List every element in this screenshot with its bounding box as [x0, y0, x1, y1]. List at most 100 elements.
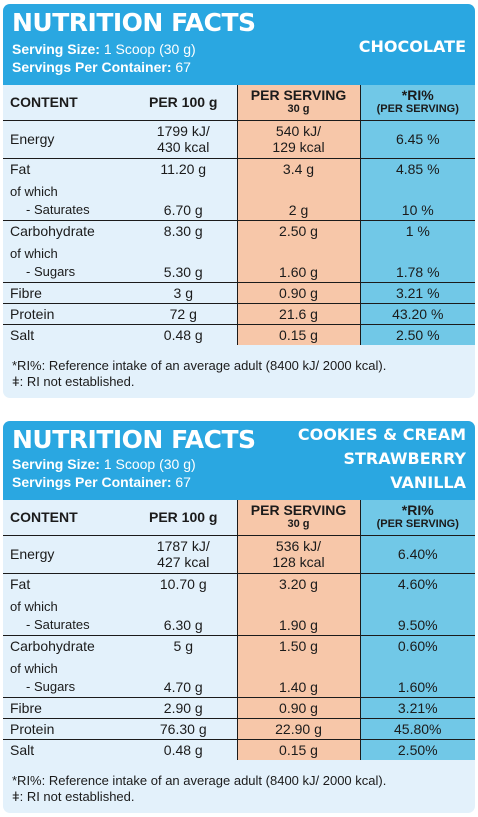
row-label: Fibre	[3, 281, 130, 303]
header-per-serving-sub: 30 g	[287, 518, 310, 531]
cell-per100: 1787 kJ/ 427 kcal	[130, 534, 237, 573]
of-which-label: of which	[10, 184, 58, 199]
cell-per100: 0.48 g	[130, 738, 237, 760]
flavor-name: VANILLA	[390, 473, 466, 492]
cell-ri: 45.80%	[360, 717, 475, 739]
cell-per100: 5.30 g	[163, 263, 203, 280]
cell-per-serving: 22.90 g	[236, 717, 361, 739]
energy-kcal: 128 kcal	[272, 554, 325, 570]
row-label: Energy	[3, 534, 130, 573]
row-label: - Sugars	[3, 262, 130, 282]
cell-ri: 4.60%	[360, 572, 475, 594]
serving-size-label: Serving Size:	[12, 41, 100, 57]
cell-per-serving: 3.20 g	[236, 572, 361, 594]
cell-per-serving: 1.40 g	[236, 677, 361, 697]
table-row-saturates: - Saturates 6.70 g 2 g 10 %	[3, 200, 475, 220]
header-ri: *RI% (PER SERVING)	[360, 85, 475, 120]
cell-ri: 10 %	[360, 200, 475, 220]
cell-ri: 1.78 %	[360, 262, 475, 282]
header-ri: *RI% (PER SERVING)	[360, 500, 475, 535]
nutrition-panel-cookies-strawberry-vanilla: NUTRITION FACTS Serving Size: 1 Scoop (3…	[3, 421, 475, 813]
servings-value: 67	[175, 474, 191, 490]
table-row-saturates: - Saturates 6.30 g 1.90 g 9.50%	[3, 615, 475, 635]
cell-per-serving: 1.90 g	[236, 615, 361, 635]
energy-kcal: 430 kcal	[157, 139, 210, 155]
cell-per-serving: 21.6 g	[236, 302, 361, 324]
flavor-list: COOKIES & CREAM STRAWBERRY VANILLA	[298, 423, 466, 495]
cell-per100: 4.70 g	[163, 678, 203, 695]
servings-per-container: Servings Per Container: 67	[12, 474, 191, 491]
header-ri-label: *RI%	[401, 502, 434, 519]
row-label: Carbohydrate	[3, 219, 130, 241]
table-row-fat: Fat 11.20 g 3.4 g 4.85 %	[3, 157, 475, 179]
nutrition-table: CONTENT PER 100 g PER SERVING 30 g *RI% …	[3, 85, 475, 345]
row-label: Salt	[3, 323, 130, 345]
serving-size: Serving Size: 1 Scoop (30 g)	[12, 456, 196, 473]
footnote-ri: *RI%: Reference intake of an average adu…	[12, 358, 387, 373]
serving-size-value: 1 Scoop (30 g)	[103, 456, 196, 472]
nutrition-facts-title: NUTRITION FACTS	[12, 425, 256, 454]
header-content: CONTENT	[10, 94, 78, 111]
flavor-name: COOKIES & CREAM	[297, 425, 466, 444]
header-per100: PER 100 g	[149, 509, 218, 526]
cell-ri: 3.21 %	[360, 281, 475, 303]
row-label: - Saturates	[3, 615, 130, 635]
footnote-ri: *RI%: Reference intake of an average adu…	[12, 773, 387, 788]
table-header-row: CONTENT PER 100 g PER SERVING 30 g *RI% …	[3, 500, 475, 535]
table-row-fibre: Fibre 2.90 g 0.90 g 3.21%	[3, 696, 475, 718]
cell-per-serving: 0.90 g	[236, 281, 361, 303]
of-which-label: of which	[10, 599, 58, 614]
table-row-energy: Energy 1799 kJ/ 430 kcal 540 kJ/ 129 kca…	[3, 119, 475, 158]
servings-label: Servings Per Container:	[12, 59, 172, 75]
header-per-serving-sub: 30 g	[287, 103, 310, 116]
cell-per100: 72 g	[130, 302, 237, 324]
energy-kcal: 129 kcal	[272, 139, 325, 155]
cell-per100: 6.70 g	[163, 201, 203, 218]
energy-kj: 536 kJ/	[275, 538, 322, 554]
cell-ri: 6.40%	[360, 534, 475, 573]
table-row-carbohydrate: Carbohydrate 8.30 g 2.50 g 1 %	[3, 219, 475, 241]
serving-size-label: Serving Size:	[12, 456, 100, 472]
saturates-label: - Saturates	[26, 616, 90, 632]
table-row-protein: Protein 72 g 21.6 g 43.20 %	[3, 302, 475, 324]
header-per-serving: PER SERVING 30 g	[236, 500, 361, 535]
cell-per100: 0.48 g	[130, 323, 237, 345]
energy-kj: 1799 kJ/	[156, 123, 210, 139]
row-label: Fat	[3, 157, 130, 179]
table-row-protein: Protein 76.30 g 22.90 g 45.80%	[3, 717, 475, 739]
servings-value: 67	[175, 59, 191, 75]
saturates-label: - Saturates	[26, 201, 90, 217]
of-which-label: of which	[10, 246, 58, 261]
flavor-name: STRAWBERRY	[343, 449, 466, 468]
header-per100: PER 100 g	[149, 94, 218, 111]
servings-label: Servings Per Container:	[12, 474, 172, 490]
row-label: - Saturates	[3, 200, 130, 220]
energy-kj: 1787 kJ/	[156, 538, 210, 554]
panel-header: NUTRITION FACTS Serving Size: 1 Scoop (3…	[3, 4, 475, 85]
nutrition-facts-title: NUTRITION FACTS	[12, 8, 256, 37]
table-row-carbohydrate: Carbohydrate 5 g 1.50 g 0.60%	[3, 634, 475, 656]
table-row-fat: Fat 10.70 g 3.20 g 4.60%	[3, 572, 475, 594]
of-which-label: of which	[10, 661, 58, 676]
cell-per-serving: 1.60 g	[236, 262, 361, 282]
cell-per-serving: 536 kJ/ 128 kcal	[236, 534, 361, 573]
row-label: Energy	[3, 119, 130, 158]
flavor-list: CHOCOLATE	[359, 37, 466, 57]
footnote-not-established: ǂ: RI not established.	[12, 374, 135, 389]
sugars-label: - Sugars	[26, 678, 76, 694]
cell-per100: 1799 kJ/ 430 kcal	[130, 119, 237, 158]
cell-ri: 6.45 %	[360, 119, 475, 158]
sugars-label: - Sugars	[26, 263, 76, 279]
nutrition-panel-chocolate: NUTRITION FACTS Serving Size: 1 Scoop (3…	[3, 4, 475, 398]
row-label: Protein	[3, 717, 130, 739]
cell-per-serving: 1.50 g	[236, 634, 361, 656]
header-ri-label: *RI%	[401, 87, 434, 104]
table-row-of-which: of which	[3, 179, 475, 200]
cell-ri: 9.50%	[360, 615, 475, 635]
cell-per100: 3 g	[130, 281, 237, 303]
cell-per100: 10.70 g	[130, 572, 237, 594]
header-ri-sub: (PER SERVING)	[376, 103, 459, 116]
cell-per-serving: 2 g	[236, 200, 361, 220]
cell-per-serving: 0.15 g	[236, 323, 361, 345]
energy-kcal: 427 kcal	[157, 554, 210, 570]
